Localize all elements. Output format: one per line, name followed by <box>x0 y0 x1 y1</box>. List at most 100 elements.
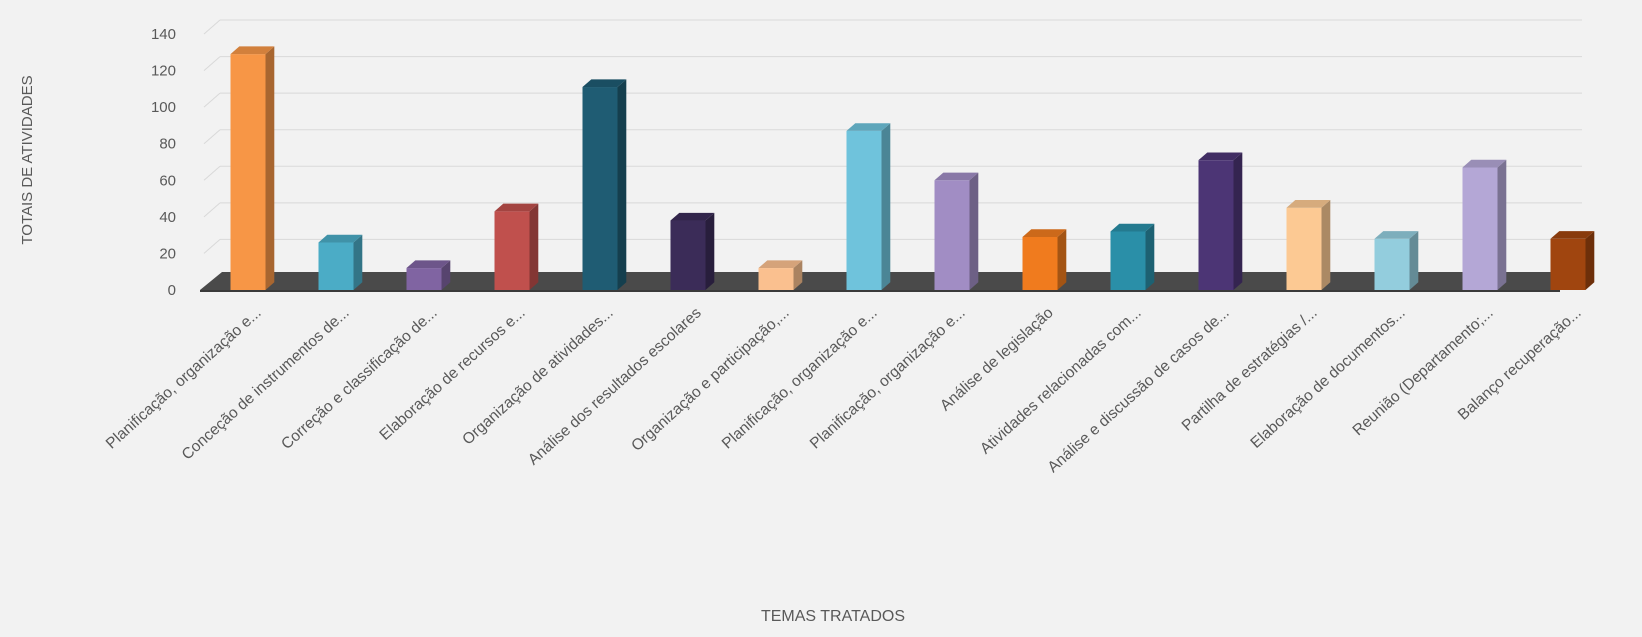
bar-top <box>934 172 979 181</box>
bar-side <box>1057 229 1067 290</box>
bar-top <box>494 203 539 212</box>
bar-side <box>1321 200 1331 290</box>
bar-front <box>1286 207 1322 290</box>
bar-front <box>494 211 530 290</box>
y-tick-label: 120 <box>151 63 176 80</box>
bar <box>1374 231 1419 290</box>
gridline-depth <box>203 202 221 218</box>
bar-front <box>1110 231 1146 290</box>
bar-top <box>1374 231 1419 239</box>
y-tick-label: 100 <box>151 99 176 116</box>
bar-top <box>318 234 363 243</box>
gridline-depth <box>203 19 221 35</box>
bar-top <box>1462 159 1507 168</box>
x-axis-ticks: Planificação, organização e...Conceção d… <box>103 304 1585 476</box>
chart-floor-edge <box>200 290 1560 292</box>
x-tick-label: Organização e participação,... <box>628 304 792 454</box>
x-tick-label: Elaboração de documentos... <box>1247 304 1408 452</box>
x-tick-label: Reunião (Departamento;... <box>1350 304 1497 439</box>
gridline-depth <box>203 239 221 254</box>
bar <box>318 234 363 290</box>
bar <box>1198 152 1243 290</box>
bar-side <box>1585 231 1595 290</box>
x-tick-label: Planificação, organização e... <box>807 304 969 452</box>
bar <box>758 260 803 290</box>
bar-top <box>1286 200 1331 208</box>
bar <box>230 46 275 290</box>
gridline-depth <box>203 129 221 145</box>
bar-front <box>846 130 882 290</box>
bar-side <box>265 46 275 290</box>
bar-front <box>1374 238 1410 290</box>
bar-top <box>846 123 891 131</box>
gridline-depth <box>203 56 221 71</box>
bar-side <box>617 79 627 290</box>
bar-top <box>670 212 715 221</box>
y-axis-ticks: 0 20 40 60 80 100 120 140 <box>151 26 176 299</box>
bar-top <box>1198 152 1243 161</box>
bar-side <box>1145 223 1155 290</box>
bar-front <box>582 87 618 291</box>
bar <box>582 79 627 291</box>
y-tick-label: 80 <box>159 136 176 153</box>
bar-side <box>529 203 539 290</box>
x-tick-label: Planificação, organização e... <box>719 304 881 452</box>
bar <box>494 203 539 290</box>
bar-top <box>582 79 627 88</box>
bar-front <box>1462 167 1498 290</box>
x-tick-label: Atividades relacionadas com... <box>977 304 1145 457</box>
bar <box>934 172 979 290</box>
x-tick-label: Correção e classificação de... <box>278 304 440 453</box>
bar <box>670 212 715 290</box>
bar-top <box>1110 223 1155 232</box>
bar-side <box>441 260 451 290</box>
bar-front <box>670 220 706 290</box>
bar <box>1110 223 1155 290</box>
bar <box>1286 200 1331 290</box>
x-tick-label: Elaboração de recursos e... <box>376 304 528 443</box>
bar <box>406 260 451 290</box>
bar-front <box>230 54 266 290</box>
bar-top <box>758 260 803 269</box>
x-tick-label: Planificação, organização e... <box>103 304 265 452</box>
bar-front <box>318 242 354 290</box>
bars <box>230 46 1595 291</box>
bar-front <box>1198 160 1234 290</box>
bar-side <box>793 260 803 290</box>
bar-top <box>1022 229 1067 237</box>
y-tick-label: 0 <box>168 282 176 299</box>
bar-front <box>1550 238 1586 290</box>
bar-side <box>353 234 363 290</box>
y-tick-label: 140 <box>151 26 176 43</box>
gridline-depth <box>203 92 221 108</box>
bar <box>1462 159 1507 290</box>
y-tick-label: 20 <box>159 245 176 262</box>
bar <box>846 123 891 290</box>
bar-front <box>406 268 442 290</box>
bar-side <box>1233 152 1243 290</box>
y-tick-label: 60 <box>159 172 176 189</box>
bar <box>1550 231 1595 290</box>
y-axis-title: TOTAIS DE ATIVIDADES <box>19 75 36 244</box>
x-tick-label: Análise dos resultados escolares <box>525 304 705 468</box>
bar-front <box>1022 236 1058 290</box>
bar-side <box>881 123 891 290</box>
gridlines <box>203 19 1582 291</box>
bar-front <box>758 268 794 290</box>
x-tick-label: Análise e discussão de casos de... <box>1045 304 1233 476</box>
bar-side <box>1409 231 1419 290</box>
bar-side <box>1497 159 1507 290</box>
y-tick-label: 40 <box>159 209 176 226</box>
bar-top <box>1550 231 1595 239</box>
bar-side <box>705 212 715 290</box>
bar-top <box>230 46 275 55</box>
bar-side <box>969 172 979 290</box>
bar-top <box>406 260 451 269</box>
x-tick-label: Organização de atividades... <box>459 304 616 448</box>
x-tick-label: Conceção de instrumentos de... <box>179 304 353 463</box>
bar-front <box>934 180 970 290</box>
gridline-depth <box>203 165 221 181</box>
x-axis-title: TEMAS TRATADOS <box>761 608 905 625</box>
